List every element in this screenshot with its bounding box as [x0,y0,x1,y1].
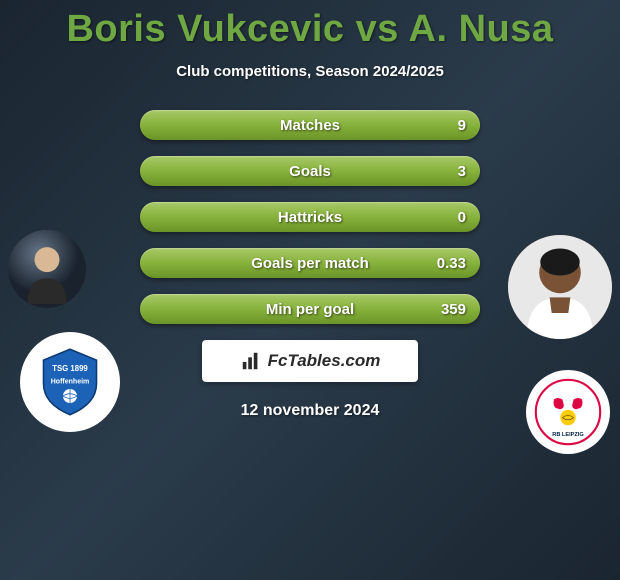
source-logo: FcTables.com [202,340,418,382]
player-right-avatar [508,235,612,339]
svg-text:RB LEIPZIG: RB LEIPZIG [552,432,583,438]
player-left-avatar [8,230,86,308]
stat-value-right: 0.33 [437,255,466,272]
stat-label: Min per goal [266,301,354,318]
stat-label: Hattricks [278,209,342,226]
stat-row: Min per goal 359 [140,294,480,324]
svg-text:Hoffenheim: Hoffenheim [51,379,90,386]
player-right-club-badge: RB LEIPZIG [526,370,610,454]
rb-leipzig-badge-icon: RB LEIPZIG [533,377,603,447]
person-icon [508,235,612,339]
comparison-content: TSG 1899 Hoffenheim RB LEIPZIG Matches 9… [0,110,620,420]
logo-text: FcTables.com [268,351,381,371]
stat-label: Goals per match [251,255,369,272]
stat-row: Matches 9 [140,110,480,140]
stat-value-right: 359 [441,301,466,318]
stat-value-right: 3 [458,163,466,180]
stat-row: Hattricks 0 [140,202,480,232]
page-title: Boris Vukcevic vs A. Nusa [0,0,620,51]
subtitle: Club competitions, Season 2024/2025 [0,63,620,80]
stat-label: Goals [289,163,331,180]
player-left-club-badge: TSG 1899 Hoffenheim [20,332,120,432]
stat-value-right: 0 [458,209,466,226]
person-icon [8,230,86,308]
stat-row: Goals per match 0.33 [140,248,480,278]
hoffenheim-badge-icon: TSG 1899 Hoffenheim [31,343,109,421]
svg-text:TSG 1899: TSG 1899 [52,364,88,373]
bar-chart-icon [240,350,262,372]
stat-value-right: 9 [458,117,466,134]
stat-label: Matches [280,117,340,134]
stat-row: Goals 3 [140,156,480,186]
stats-bars: Matches 9 Goals 3 Hattricks 0 Goals per … [140,110,480,324]
